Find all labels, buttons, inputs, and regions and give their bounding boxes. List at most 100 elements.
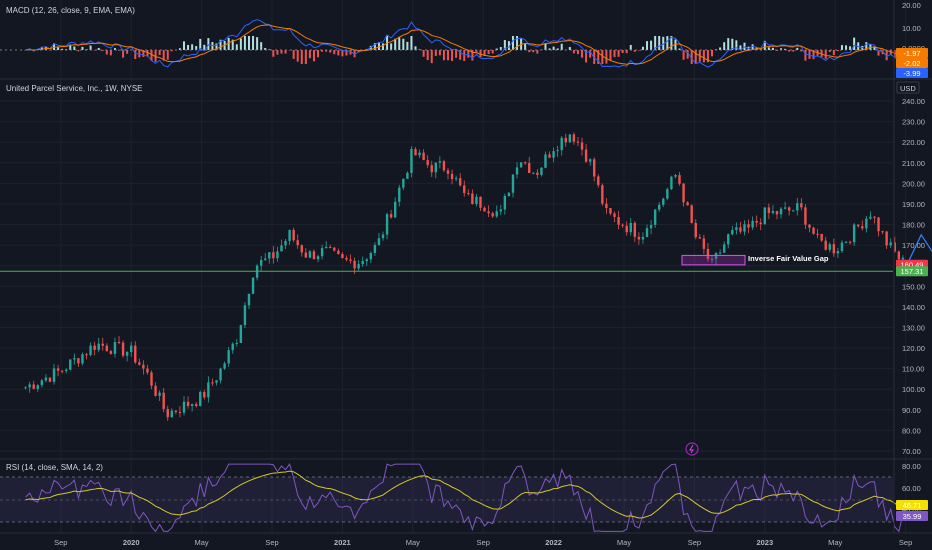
candle-body — [251, 277, 255, 294]
macd-bar — [268, 49, 271, 50]
candle-body — [536, 172, 539, 175]
macd-bar — [113, 48, 116, 50]
candle-body — [134, 345, 137, 363]
time-tick-label: 2020 — [123, 538, 140, 547]
candle-body — [410, 149, 413, 173]
price-axis: 20.0010.000.0000240.00230.00220.00210.00… — [896, 1, 928, 521]
macd-bar — [447, 50, 449, 61]
macd-bar — [170, 50, 173, 52]
candle-body — [324, 246, 328, 249]
candle-body — [337, 250, 340, 255]
macd-bar — [706, 50, 709, 63]
candle-body — [125, 352, 129, 356]
macd-bar — [585, 50, 588, 63]
candle-body — [560, 137, 563, 151]
macd-bar — [243, 36, 246, 50]
macd-bar — [369, 45, 372, 50]
macd-bar — [694, 50, 697, 64]
macd-bar — [727, 38, 730, 50]
candle-body — [73, 358, 76, 360]
candle-body — [621, 224, 624, 226]
macd-bar — [853, 37, 856, 50]
candle-body — [65, 369, 68, 371]
macd-bar — [670, 36, 673, 50]
macd-bar — [402, 38, 405, 50]
candle-body — [897, 251, 901, 260]
macd-bar — [329, 50, 332, 53]
macd-bar — [187, 44, 190, 50]
macd-bar — [572, 50, 575, 54]
macd-bar — [406, 41, 409, 50]
price-axis-tick: 190.00 — [902, 200, 925, 209]
macd-bar — [239, 38, 242, 50]
macd-bar — [288, 50, 291, 51]
candle-body — [292, 229, 295, 241]
currency-button[interactable]: USD — [896, 81, 920, 94]
candle-body — [357, 264, 360, 269]
macd-bar — [349, 50, 352, 55]
macd-bar — [731, 38, 734, 50]
macd-bar — [280, 50, 283, 54]
macd-bar — [292, 50, 295, 59]
macd-bar — [203, 44, 206, 50]
candle-body — [211, 382, 214, 384]
macd-bar — [247, 36, 250, 50]
candle-body — [150, 372, 153, 386]
macd-bar — [613, 50, 616, 58]
candle-body — [682, 183, 685, 203]
candle-body — [52, 368, 56, 382]
candle-body — [743, 224, 746, 232]
candle-body — [519, 162, 523, 168]
macd-bar — [845, 45, 848, 50]
macd-bar — [511, 36, 514, 50]
macd-bar — [373, 43, 376, 50]
candle-body — [735, 227, 738, 231]
candle-body — [121, 342, 125, 356]
price-axis-tick: 240.00 — [902, 97, 925, 106]
macd-bar — [73, 46, 76, 50]
candle-body — [304, 252, 308, 258]
candle-body — [637, 236, 641, 240]
candle-body — [609, 208, 612, 214]
macd-bar — [183, 41, 185, 50]
candle-body — [422, 152, 425, 161]
candle-body — [710, 258, 714, 260]
candle-body — [414, 149, 417, 156]
candle-body — [329, 246, 332, 248]
candle-body — [751, 220, 754, 228]
candle-body — [268, 252, 271, 259]
candle-body — [36, 385, 39, 389]
macd-bar — [544, 43, 547, 50]
candle-body — [645, 228, 649, 237]
macd-bar — [674, 39, 677, 50]
macd-bar — [743, 42, 746, 50]
candle-body — [81, 354, 84, 364]
macd-bar — [719, 47, 722, 50]
candle-body — [747, 224, 750, 228]
macd-bar — [166, 50, 169, 60]
macd-bar — [162, 50, 165, 61]
macd-bar — [451, 50, 454, 61]
macd-bar — [321, 50, 324, 52]
candle-body — [633, 222, 637, 237]
candle-body — [739, 227, 742, 232]
macd-bar — [341, 50, 344, 57]
macd-bar — [105, 50, 108, 55]
macd-bar — [832, 50, 835, 56]
candle-body — [353, 260, 356, 269]
time-tick-label: 2023 — [756, 538, 773, 547]
macd-bar — [601, 50, 604, 64]
macd-bar — [272, 50, 275, 57]
macd-bar — [81, 46, 84, 50]
alert-icon[interactable] — [685, 442, 699, 456]
price-badge-bg — [896, 266, 928, 277]
macd-bar — [178, 48, 181, 50]
candle-body — [487, 211, 490, 214]
candle-body — [406, 172, 409, 179]
candle-body — [158, 392, 161, 396]
candle-body — [138, 362, 141, 365]
candle-body — [836, 251, 840, 254]
macd-bar — [422, 50, 425, 57]
candle-body — [442, 161, 446, 171]
